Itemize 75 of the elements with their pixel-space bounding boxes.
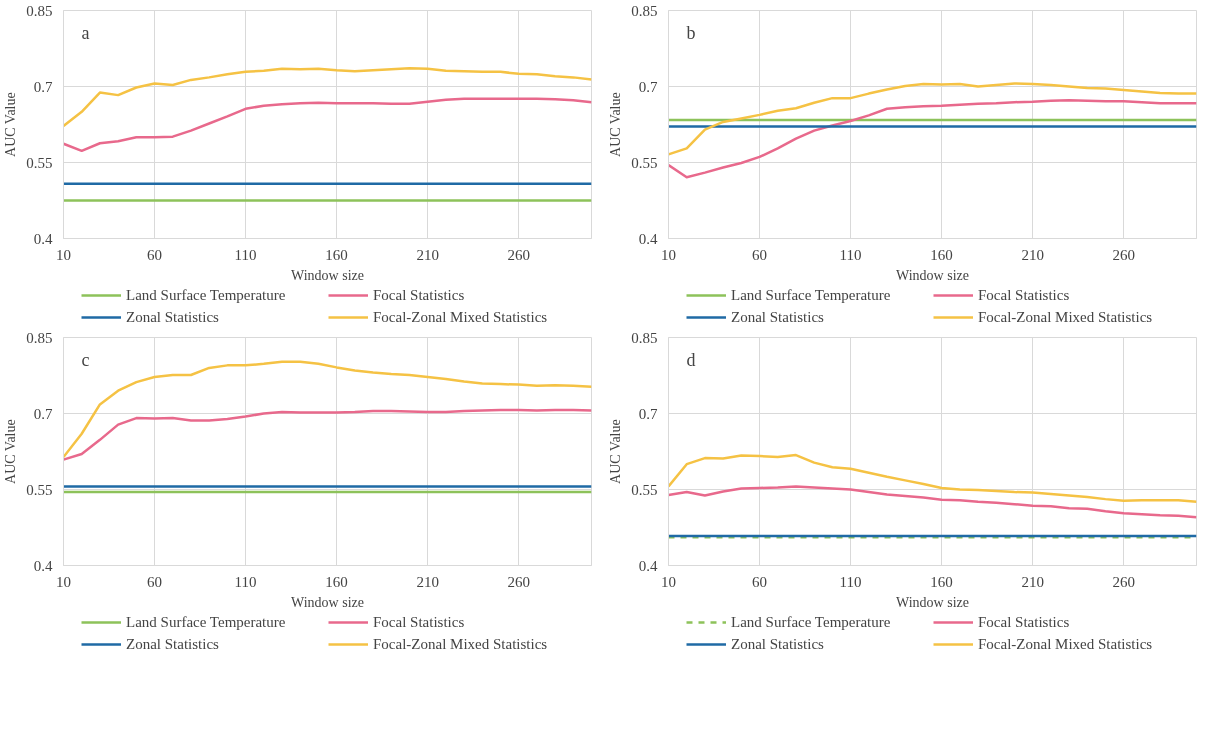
legend-label: Zonal Statistics bbox=[731, 635, 825, 653]
x-axis-title: Window size bbox=[896, 594, 969, 610]
line-series bbox=[63, 67, 592, 128]
y-tick-label: 0.55 bbox=[631, 154, 658, 171]
legend-label: Land Surface Temperature bbox=[126, 613, 287, 631]
x-tick-label: 160 bbox=[325, 573, 348, 590]
y-tick-label: 0.4 bbox=[638, 557, 658, 574]
x-tick-label: 160 bbox=[930, 246, 953, 263]
legend-label: Land Surface Temperature bbox=[126, 286, 287, 304]
y-axis-title: AUC Value bbox=[3, 419, 19, 484]
x-tick-label: 60 bbox=[147, 246, 163, 263]
line-series bbox=[668, 453, 1197, 503]
legend-label: Zonal Statistics bbox=[126, 308, 220, 326]
y-tick-label: 0.55 bbox=[26, 154, 53, 171]
legend-label: Focal Statistics bbox=[978, 613, 1071, 631]
y-tick-label: 0.85 bbox=[26, 2, 53, 19]
x-tick-label: 110 bbox=[234, 573, 257, 590]
x-tick-label: 60 bbox=[752, 573, 768, 590]
line-series bbox=[63, 97, 592, 153]
legend-label: Focal-Zonal Mixed Statistics bbox=[373, 308, 549, 326]
annotation: a bbox=[81, 22, 90, 43]
y-tick-label: 0.4 bbox=[638, 230, 658, 247]
legend-label: Focal-Zonal Mixed Statistics bbox=[373, 635, 549, 653]
annotation: b bbox=[686, 22, 696, 43]
y-tick-label: 0.55 bbox=[631, 481, 658, 498]
x-tick-label: 110 bbox=[839, 246, 862, 263]
y-axis-title: AUC Value bbox=[608, 419, 624, 484]
x-tick-label: 210 bbox=[1021, 246, 1044, 263]
x-tick-label: 260 bbox=[507, 573, 530, 590]
x-tick-label: 110 bbox=[839, 573, 862, 590]
x-tick-label: 10 bbox=[661, 246, 676, 263]
legend-label: Zonal Statistics bbox=[731, 308, 825, 326]
y-tick-label: 0.4 bbox=[33, 230, 53, 247]
y-tick-label: 0.85 bbox=[26, 329, 53, 346]
x-tick-label: 10 bbox=[661, 573, 676, 590]
annotation: d bbox=[686, 349, 696, 370]
y-tick-label: 0.7 bbox=[33, 405, 53, 422]
y-axis-title: AUC Value bbox=[3, 92, 19, 157]
legend-label: Focal-Zonal Mixed Statistics bbox=[978, 635, 1154, 653]
y-tick-label: 0.85 bbox=[631, 329, 658, 346]
y-tick-label: 0.55 bbox=[26, 481, 53, 498]
y-axis-title: AUC Value bbox=[608, 92, 624, 157]
x-tick-label: 210 bbox=[416, 246, 439, 263]
x-tick-label: 110 bbox=[234, 246, 257, 263]
x-tick-label: 210 bbox=[416, 573, 439, 590]
legend-label: Focal-Zonal Mixed Statistics bbox=[978, 308, 1154, 326]
x-tick-label: 210 bbox=[1021, 573, 1044, 590]
legend-label: Zonal Statistics bbox=[126, 635, 220, 653]
x-axis-title: Window size bbox=[291, 267, 364, 283]
legend-label: Focal Statistics bbox=[373, 613, 466, 631]
legend-label: Focal Statistics bbox=[373, 286, 466, 304]
y-tick-label: 0.7 bbox=[638, 405, 658, 422]
annotation: c bbox=[81, 349, 90, 370]
x-tick-label: 260 bbox=[1112, 573, 1135, 590]
x-tick-label: 10 bbox=[56, 573, 71, 590]
x-tick-label: 160 bbox=[930, 573, 953, 590]
y-tick-label: 0.85 bbox=[631, 2, 658, 19]
legend-label: Land Surface Temperature bbox=[731, 286, 892, 304]
y-tick-label: 0.4 bbox=[33, 557, 53, 574]
x-tick-label: 160 bbox=[325, 246, 348, 263]
x-tick-label: 60 bbox=[752, 246, 768, 263]
legend-label: Land Surface Temperature bbox=[731, 613, 892, 631]
x-tick-label: 10 bbox=[56, 246, 71, 263]
x-tick-label: 260 bbox=[507, 246, 530, 263]
y-tick-label: 0.7 bbox=[638, 78, 658, 95]
y-tick-label: 0.7 bbox=[33, 78, 53, 95]
legend-label: Focal Statistics bbox=[978, 286, 1071, 304]
x-axis-title: Window size bbox=[291, 594, 364, 610]
x-tick-label: 260 bbox=[1112, 246, 1135, 263]
line-series bbox=[668, 82, 1197, 156]
x-axis-title: Window size bbox=[896, 267, 969, 283]
line-series bbox=[668, 98, 1197, 179]
line-series bbox=[63, 408, 592, 461]
line-series bbox=[668, 485, 1197, 519]
x-tick-label: 60 bbox=[147, 573, 163, 590]
